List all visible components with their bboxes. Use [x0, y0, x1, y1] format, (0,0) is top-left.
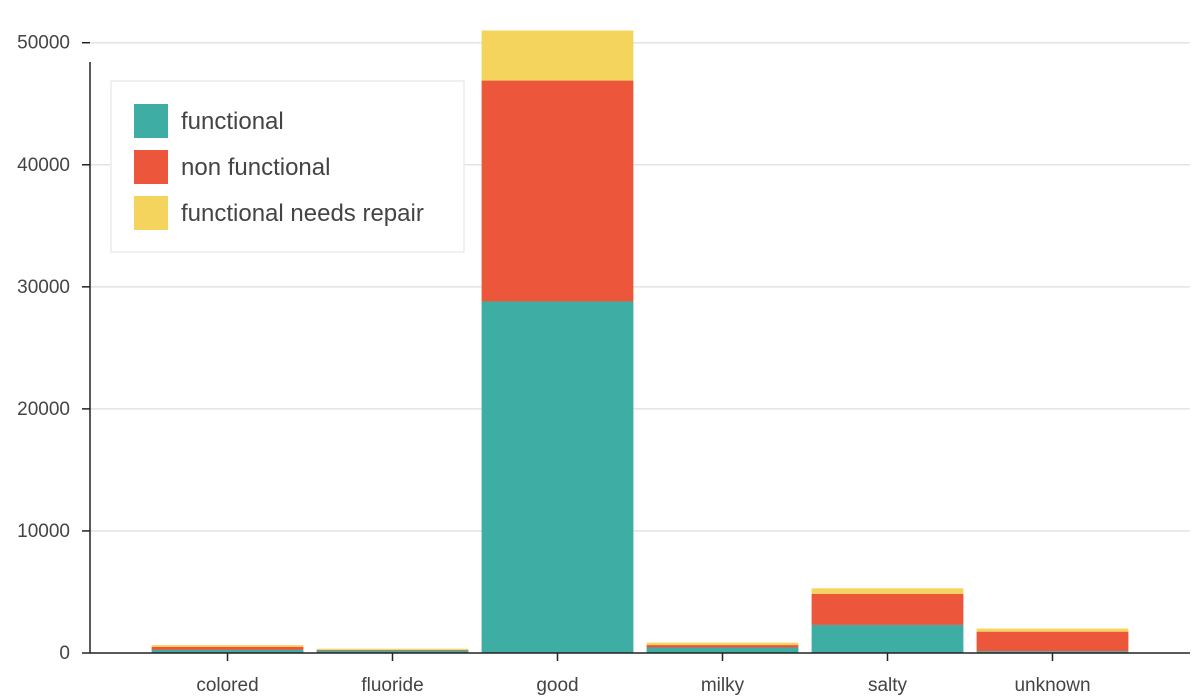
bar-unknown-non-functional — [976, 631, 1129, 652]
bar-good-non-functional — [481, 80, 634, 302]
x-tick-label: milky — [701, 675, 745, 696]
legend-swatch — [134, 104, 168, 138]
bar-milky-functional-needs-repair — [646, 642, 799, 646]
legend-swatch — [134, 150, 168, 184]
bar-good-functional-needs-repair — [481, 30, 634, 81]
bar-colored-non-functional — [151, 646, 304, 650]
x-tick-label: fluoride — [361, 675, 423, 696]
x-axis: colored fluoride good milky salty unknown — [90, 652, 1190, 696]
bar-salty-non-functional — [811, 593, 964, 625]
bar-colored-functional-needs-repair — [151, 645, 304, 647]
bar-colored-functional — [151, 649, 304, 653]
bar-salty-functional — [811, 624, 964, 653]
y-tick-label: 0 — [59, 643, 70, 664]
legend-label: functional needs repair — [181, 200, 424, 227]
x-tick-label: salty — [868, 675, 908, 696]
legend: functional non functional functional needs… — [110, 80, 465, 253]
legend-swatch — [134, 196, 168, 230]
legend-label: functional — [181, 108, 284, 135]
bar-fluoride-non-functional — [316, 649, 469, 651]
x-tick-label: colored — [196, 675, 258, 696]
bar-unknown-functional-needs-repair — [976, 628, 1129, 632]
y-axis: 0 10000 20000 30000 40000 50000 — [17, 33, 91, 664]
legend-box — [110, 80, 465, 253]
bar-fluoride-functional-needs-repair — [316, 648, 469, 650]
legend-label: non functional — [181, 154, 330, 181]
bar-unknown-functional — [976, 651, 1129, 653]
bars — [151, 30, 1129, 653]
bar-milky-non-functional — [646, 645, 799, 648]
x-tick-label: good — [536, 675, 578, 696]
bar-milky-functional — [646, 647, 799, 653]
y-tick-label: 50000 — [17, 33, 70, 54]
x-tick-label: unknown — [1014, 675, 1090, 696]
y-tick-label: 10000 — [17, 521, 70, 542]
bar-good-functional — [481, 301, 634, 653]
y-tick-label: 20000 — [17, 399, 70, 420]
bar-salty-functional-needs-repair — [811, 588, 964, 594]
y-tick-label: 40000 — [17, 155, 70, 176]
bar-fluoride-functional — [316, 650, 469, 653]
y-tick-label: 30000 — [17, 277, 70, 298]
